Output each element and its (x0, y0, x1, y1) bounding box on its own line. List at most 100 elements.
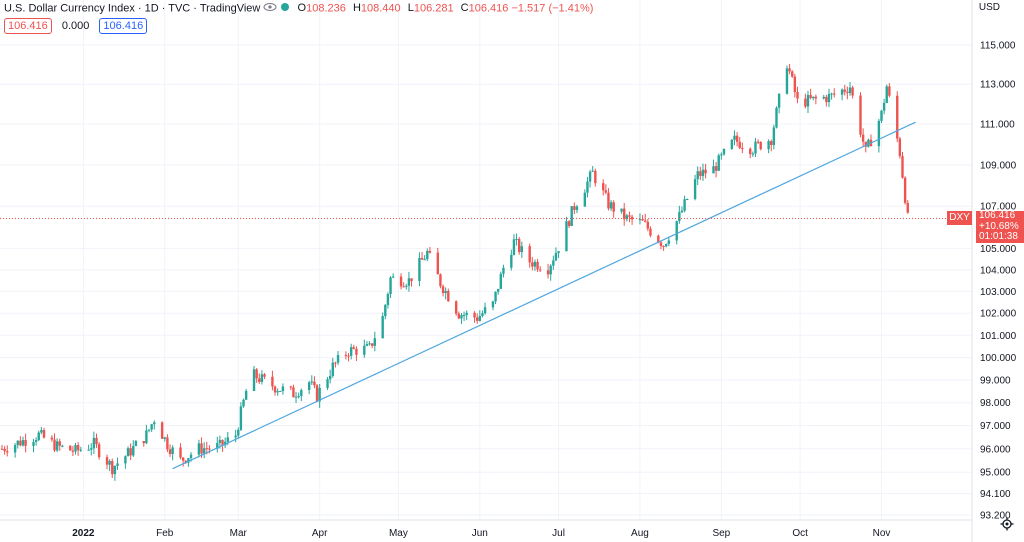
candle-body (573, 206, 576, 210)
open-label: O (297, 2, 307, 15)
candle-body (720, 154, 723, 156)
candle-body (641, 218, 644, 221)
gear-icon[interactable] (1000, 517, 1014, 536)
candle-body (79, 449, 82, 451)
candle-body (699, 171, 702, 177)
candle-body (804, 98, 807, 107)
candle-body (859, 95, 862, 135)
buy-price-badge[interactable]: 106.416 (99, 18, 148, 34)
candle-body (722, 148, 726, 155)
candle-body (738, 141, 741, 149)
candle-body (678, 212, 681, 222)
candle-body (520, 246, 524, 253)
candle-body (344, 355, 348, 357)
eye-icon[interactable] (263, 2, 277, 15)
candle-body (355, 348, 358, 355)
price-symbol: DXY (947, 211, 972, 225)
candle-body (609, 202, 613, 209)
candle-body (365, 344, 369, 346)
candle-body (6, 451, 9, 453)
candle-body (37, 432, 40, 441)
candle-body (160, 422, 164, 439)
candle-body (244, 390, 248, 400)
candle-body (239, 406, 243, 430)
candle-body (58, 441, 61, 446)
x-tick-label: Oct (792, 528, 808, 539)
candle-body (292, 387, 295, 398)
y-tick-label: 97.000 (980, 421, 1011, 432)
chart-legend-header: U.S. Dollar Currency Index · 1D · TVC · … (4, 2, 593, 15)
candle-body (588, 171, 592, 182)
candle-body (659, 242, 663, 246)
y-tick-label: 100.000 (980, 353, 1017, 364)
y-tick-label: 102.000 (980, 309, 1017, 320)
candle-body (370, 343, 374, 346)
candle-body (549, 265, 552, 275)
candle-body (166, 437, 169, 450)
candle-body (512, 239, 516, 255)
candle-body (363, 345, 366, 355)
candle-body (328, 375, 332, 380)
candle-body (583, 192, 587, 207)
candle-body (625, 215, 629, 220)
candle-body (97, 444, 101, 458)
candle-body (460, 315, 463, 319)
candle-body (129, 448, 132, 456)
candle-body (686, 199, 689, 201)
candle-body (19, 440, 22, 446)
candle-body (772, 127, 776, 145)
candle-body (399, 276, 403, 287)
candle-body (533, 261, 537, 267)
candle-body (258, 378, 261, 382)
high-label: H (352, 2, 361, 15)
x-tick-label: Jul (552, 528, 565, 539)
y-tick-label: 111.000 (980, 120, 1015, 131)
currency-label[interactable]: USD (978, 2, 1000, 13)
candle-body (142, 441, 145, 444)
candle-body (153, 422, 156, 425)
candle-body (92, 437, 96, 449)
candle-body (741, 148, 744, 150)
candle-body (704, 169, 707, 174)
candle-body (462, 315, 466, 317)
market-status-icon (280, 2, 290, 15)
candle-body (318, 387, 321, 402)
candle-body (877, 120, 881, 147)
sell-price-badge[interactable]: 106.416 (4, 18, 52, 34)
candle-body (310, 381, 313, 383)
candle-body (457, 313, 461, 319)
candle-body (602, 183, 605, 191)
candle-body (349, 347, 353, 356)
candle-body (683, 199, 686, 211)
candle-body (846, 91, 849, 94)
candle-body (814, 96, 818, 99)
candle-body (481, 313, 484, 316)
candle-body (454, 301, 458, 314)
x-tick-label: May (389, 528, 408, 539)
candle-body (420, 257, 424, 260)
candle-body (604, 190, 608, 193)
candle-body (252, 369, 256, 391)
candle-body (184, 460, 187, 463)
candle-body (680, 210, 684, 213)
candle-body (657, 235, 660, 243)
candle-body (255, 369, 258, 379)
candle-body (649, 228, 652, 236)
candle-body (418, 257, 421, 282)
candle-body (536, 261, 539, 270)
candle-body (898, 138, 902, 157)
candle-body (187, 458, 190, 463)
candle-body (494, 291, 497, 302)
candle-body (381, 316, 384, 339)
candle-body (428, 250, 432, 253)
candle-body (517, 238, 521, 253)
candle-body (848, 87, 852, 94)
candle-body (279, 391, 282, 393)
symbol-title: U.S. Dollar Currency Index · 1D · TVC · … (4, 2, 261, 15)
candle-body (197, 443, 201, 455)
x-tick-label: Mar (230, 528, 248, 539)
candle-body (696, 171, 699, 180)
y-tick-label: 99.000 (980, 375, 1011, 386)
candle-body (226, 437, 229, 442)
